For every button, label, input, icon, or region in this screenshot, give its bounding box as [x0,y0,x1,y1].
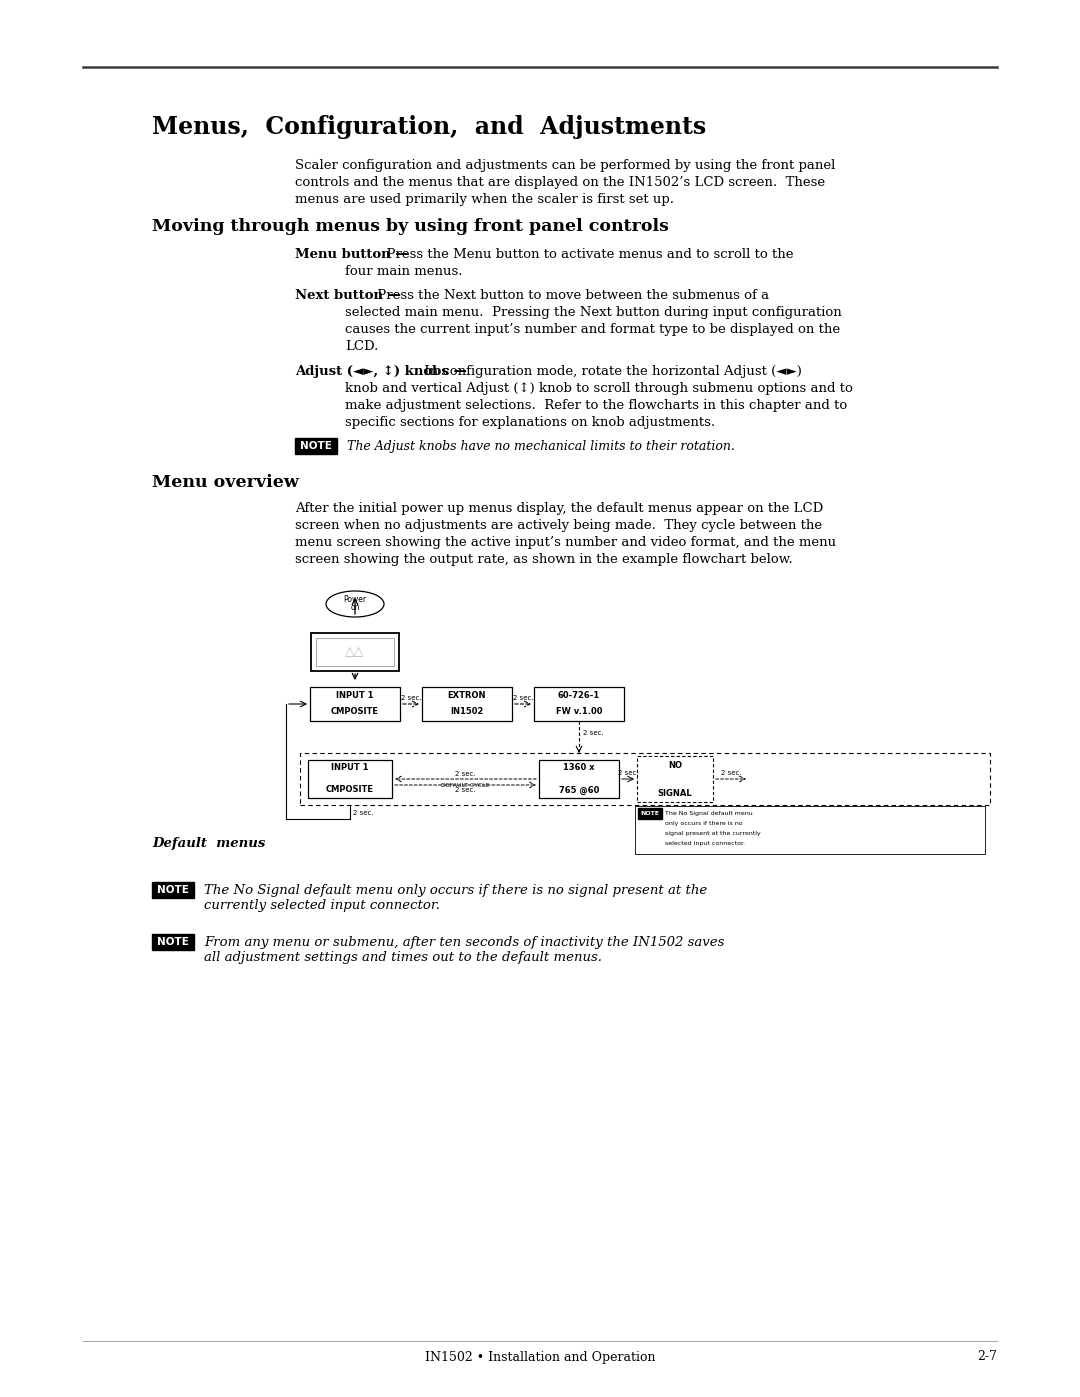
Text: causes the current input’s number and format type to be displayed on the: causes the current input’s number and fo… [345,323,840,337]
Text: Menus,  Configuration,  and  Adjustments: Menus, Configuration, and Adjustments [152,115,706,138]
Text: FW v.1.00: FW v.1.00 [556,707,603,717]
Text: 2 sec.: 2 sec. [618,770,638,775]
Text: From any menu or submenu, after ten seconds of inactivity the IN1502 saves: From any menu or submenu, after ten seco… [204,936,725,949]
Text: menus are used primarily when the scaler is first set up.: menus are used primarily when the scaler… [295,193,674,205]
Text: Scaler configuration and adjustments can be performed by using the front panel: Scaler configuration and adjustments can… [295,159,835,172]
Text: only occurs if there is no: only occurs if there is no [665,821,743,826]
Text: menu screen showing the active input’s number and video format, and the menu: menu screen showing the active input’s n… [295,536,836,549]
Text: 2 sec.: 2 sec. [513,694,534,701]
Text: controls and the menus that are displayed on the IN1502’s LCD screen.  These: controls and the menus that are displaye… [295,176,825,189]
Bar [152,935,194,950]
Text: screen when no adjustments are actively being made.  They cycle between the: screen when no adjustments are actively … [295,520,822,532]
Bar [422,687,512,721]
Text: 2 sec.: 2 sec. [401,694,421,701]
Text: currently selected input connector.: currently selected input connector. [204,900,440,912]
Text: NOTE: NOTE [157,937,189,947]
Bar [637,756,713,802]
Text: selected input connector.: selected input connector. [665,841,745,847]
Bar [295,439,337,454]
Text: EXTRON: EXTRON [448,692,486,700]
Text: selected main menu.  Pressing the Next button during input configuration: selected main menu. Pressing the Next bu… [345,306,841,319]
Bar [300,753,990,805]
Bar [308,760,392,798]
Text: 2 sec.: 2 sec. [455,787,476,793]
Bar [635,806,985,854]
Text: specific sections for explanations on knob adjustments.: specific sections for explanations on kn… [345,416,715,429]
Bar [310,687,400,721]
Bar [638,807,662,819]
Text: △△: △△ [346,645,365,658]
Text: all adjustment settings and times out to the default menus.: all adjustment settings and times out to… [204,951,602,964]
Bar [534,687,624,721]
Text: INPUT 1: INPUT 1 [336,692,374,700]
Text: CMPOSITE: CMPOSITE [326,785,374,795]
Text: 765 @60: 765 @60 [558,785,599,795]
Text: 2 sec.: 2 sec. [720,770,741,775]
Text: knob and vertical Adjust (↕) knob to scroll through submenu options and to: knob and vertical Adjust (↕) knob to scr… [345,381,853,395]
Text: NO: NO [669,760,681,770]
Text: signal present at the currently: signal present at the currently [665,831,760,835]
Text: Next button —: Next button — [295,289,401,302]
Text: 2 sec.: 2 sec. [583,731,604,736]
Text: IN1502: IN1502 [450,707,484,717]
Text: 2 sec.: 2 sec. [455,771,476,777]
Text: screen showing the output rate, as shown in the example flowchart below.: screen showing the output rate, as shown… [295,553,793,566]
Text: NOTE: NOTE [640,812,660,816]
Text: Power: Power [343,595,366,605]
Bar [311,633,399,671]
Text: NOTE: NOTE [300,441,332,451]
Bar [539,760,619,798]
Text: CMPOSITE: CMPOSITE [330,707,379,717]
Text: Moving through menus by using front panel controls: Moving through menus by using front pane… [152,218,669,235]
Text: Press the Next button to move between the submenus of a: Press the Next button to move between th… [373,289,769,302]
Text: NOTE: NOTE [157,886,189,895]
Bar [152,882,194,898]
Text: SIGNAL: SIGNAL [658,788,692,798]
Text: 1360 x: 1360 x [564,764,595,773]
Text: 2 sec.: 2 sec. [353,810,374,816]
Text: IN1502 • Installation and Operation: IN1502 • Installation and Operation [424,1351,656,1363]
Text: INPUT 1: INPUT 1 [332,764,368,773]
Text: Adjust (◄►, ↕) knobs —: Adjust (◄►, ↕) knobs — [295,365,467,379]
Text: Press the Menu button to activate menus and to scroll to the: Press the Menu button to activate menus … [378,249,794,261]
Text: The No Signal default menu: The No Signal default menu [665,812,753,816]
Text: make adjustment selections.  Refer to the flowcharts in this chapter and to: make adjustment selections. Refer to the… [345,400,847,412]
Text: 2-7: 2-7 [977,1351,997,1363]
Text: four main menus.: four main menus. [345,265,462,278]
Text: Default  menus: Default menus [152,837,266,849]
Text: The Adjust knobs have no mechanical limits to their rotation.: The Adjust knobs have no mechanical limi… [347,440,734,453]
Text: After the initial power up menus display, the default menus appear on the LCD: After the initial power up menus display… [295,502,823,515]
Text: LCD.: LCD. [345,339,378,353]
Text: In configuration mode, rotate the horizontal Adjust (◄►): In configuration mode, rotate the horizo… [420,365,801,379]
Text: Menu overview: Menu overview [152,474,299,490]
Ellipse shape [326,591,384,617]
Text: Menu button —: Menu button — [295,249,408,261]
Text: DEFAULT CYCLE: DEFAULT CYCLE [442,782,489,788]
Text: The No Signal default menu only occurs if there is no signal present at the: The No Signal default menu only occurs i… [204,884,707,897]
Text: on: on [350,604,360,612]
Text: 60-726-1: 60-726-1 [558,692,600,700]
Bar [316,638,394,666]
